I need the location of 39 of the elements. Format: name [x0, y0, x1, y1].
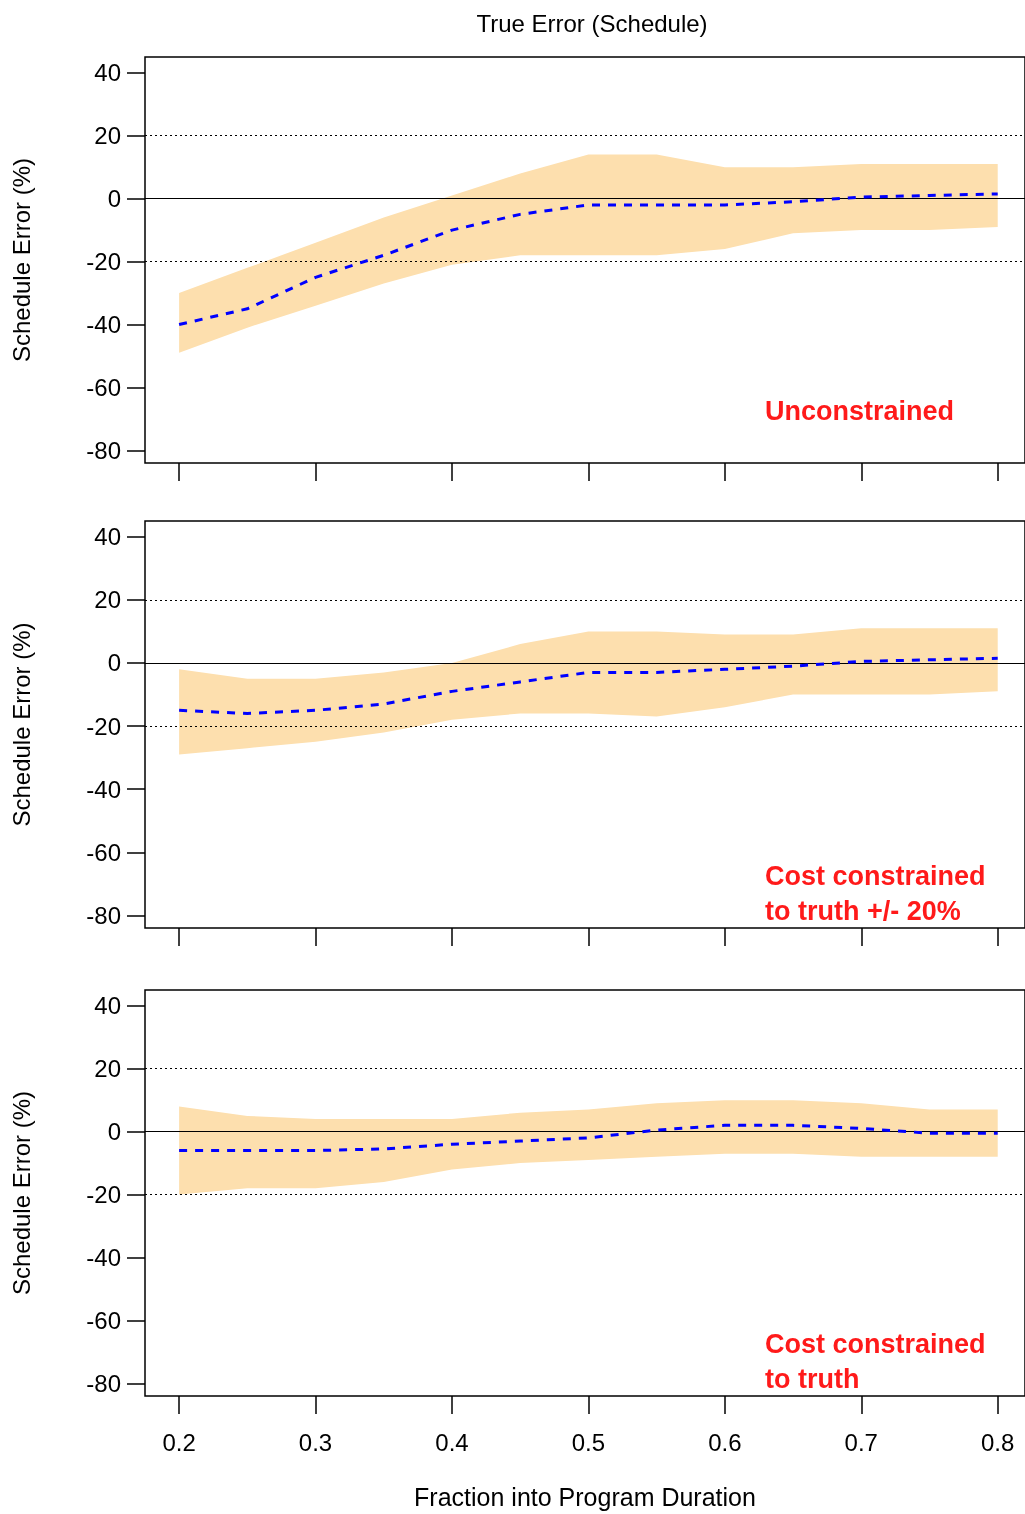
line-series — [177, 656, 1000, 715]
y-tick-label: -20 — [86, 1181, 121, 1209]
y-tick-label: 40 — [94, 992, 121, 1020]
y-axis-title: Schedule Error (%) — [7, 1090, 35, 1296]
y-tick-label: 40 — [94, 59, 121, 87]
annotation: Cost constrained to truth — [765, 1328, 986, 1394]
x-tick-label: 0.5 — [571, 1428, 606, 1456]
y-tick-label: -80 — [86, 901, 121, 929]
line-series — [177, 192, 1000, 327]
y-tick-label: -80 — [86, 436, 121, 464]
y-tick-label: -20 — [86, 712, 121, 740]
y-axis-title: Schedule Error (%) — [7, 622, 35, 827]
chart-title: True Error (Schedule) — [476, 9, 708, 37]
x-tick-label: 0.8 — [981, 1428, 1015, 1456]
x-tick-label: 0.4 — [435, 1428, 469, 1456]
x-tick-label: 0.3 — [298, 1428, 333, 1456]
y-tick-label: -80 — [86, 1369, 121, 1397]
y-tick-label: 20 — [94, 122, 121, 150]
x-tick-label: 0.2 — [162, 1428, 196, 1456]
x-axis-title: Fraction into Program Duration — [414, 1482, 756, 1511]
y-tick-label: -60 — [86, 1306, 121, 1334]
y-tick-label: -40 — [86, 1244, 121, 1272]
y-tick-label: -60 — [86, 373, 121, 401]
annotation: Cost constrained to truth +/- 20% — [765, 860, 986, 926]
y-tick-label: -40 — [86, 311, 121, 339]
y-tick-label: -60 — [86, 838, 121, 866]
x-tick-label: 0.7 — [844, 1428, 878, 1456]
y-tick-label: -20 — [86, 248, 121, 276]
y-tick-label: 20 — [94, 1055, 121, 1083]
y-tick-label: -40 — [86, 775, 121, 803]
y-axis-title: Schedule Error (%) — [7, 157, 35, 363]
annotation: Unconstrained — [765, 395, 955, 426]
y-tick-label: 0 — [107, 1118, 121, 1146]
y-tick-label: 0 — [107, 185, 121, 213]
y-tick-label: 40 — [94, 523, 121, 551]
y-tick-label: 0 — [107, 649, 121, 677]
line-series — [177, 1123, 1000, 1153]
y-tick-label: 20 — [94, 586, 121, 614]
x-tick-label: 0.6 — [708, 1428, 742, 1456]
